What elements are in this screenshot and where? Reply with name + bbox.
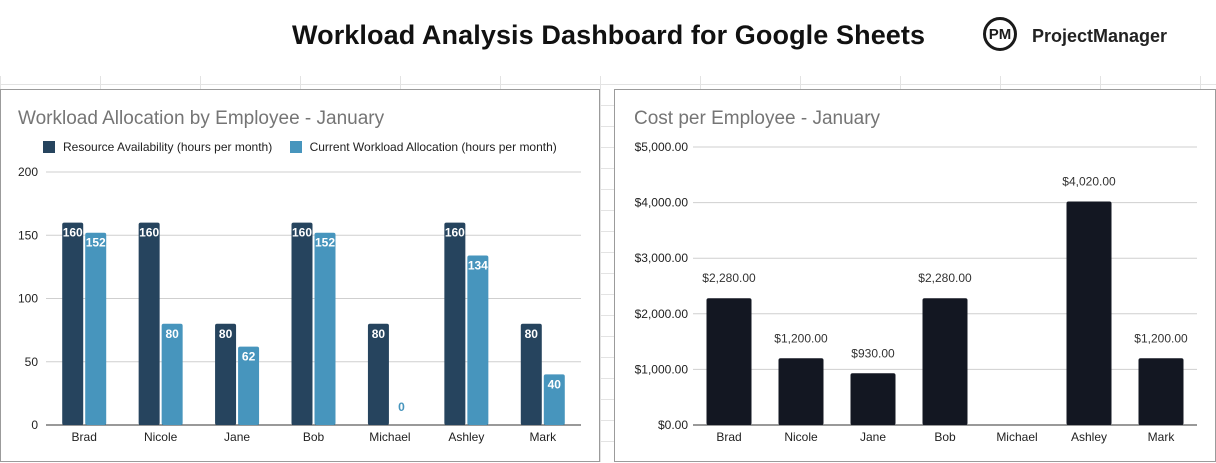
legend-item-allocation: Current Workload Allocation (hours per m…: [289, 140, 557, 154]
data-label: 152: [86, 236, 106, 250]
bar-allocation: [543, 374, 565, 425]
x-tick-label: Jane: [860, 430, 886, 444]
bar-allocation: [161, 323, 183, 425]
data-label: 160: [445, 226, 465, 240]
data-label: $930.00: [851, 346, 895, 360]
data-label: $1,200.00: [1134, 331, 1188, 345]
data-label: 160: [139, 226, 159, 240]
bar-cost: [1138, 358, 1184, 425]
bar-availability: [520, 323, 542, 425]
bar-cost: [1066, 201, 1112, 425]
x-tick-label: Mark: [529, 430, 557, 444]
data-label: 40: [548, 377, 562, 391]
x-tick-label: Ashley: [448, 430, 484, 444]
bar-allocation: [85, 232, 107, 425]
bar-availability: [62, 222, 84, 425]
y-tick-label: 0: [31, 418, 38, 432]
data-label: 152: [315, 236, 335, 250]
bar-allocation: [467, 255, 489, 425]
bar-availability: [138, 222, 160, 425]
cost-chart-plot: $0.00 $1,000.00 $2,000.00 $3,000.00 $4,000.0…: [635, 140, 1197, 444]
legend-item-availability: Resource Availability (hours per month): [43, 140, 272, 154]
x-tick-label: Brad: [716, 430, 741, 444]
x-tick-label: Michael: [996, 430, 1037, 444]
y-tick-label: 150: [18, 228, 38, 242]
x-tick-label: Brad: [72, 430, 97, 444]
bar-cost: [922, 298, 968, 425]
data-label: $2,280.00: [918, 271, 972, 285]
cost-per-employee-chart[interactable]: Cost per Employee - January $0.00 $1,000.…: [614, 89, 1216, 462]
x-tick-label: Jane: [224, 430, 250, 444]
bar-availability: [367, 323, 389, 425]
y-tick-label: $1,000.00: [635, 362, 689, 376]
y-tick-label: $0.00: [658, 418, 688, 432]
data-label: 62: [242, 350, 256, 364]
bar-allocation: [238, 346, 260, 425]
x-tick-label: Bob: [934, 430, 956, 444]
y-tick-label: $4,000.00: [635, 196, 689, 210]
workload-chart-plot: 050100150200Brad160152Nicole16080Jane806…: [18, 165, 581, 444]
y-tick-label: 200: [18, 165, 38, 179]
x-tick-label: Bob: [303, 430, 325, 444]
legend-swatch-allocation: [289, 141, 302, 153]
chart-legend: Resource Availability (hours per month) …: [43, 140, 571, 156]
data-label: $1,200.00: [774, 331, 828, 345]
data-label: 80: [165, 327, 179, 341]
data-label: 80: [525, 327, 539, 341]
x-tick-label: Michael: [369, 430, 410, 444]
legend-label-availability: Resource Availability (hours per month): [63, 140, 273, 154]
x-tick-label: Mark: [1148, 430, 1176, 444]
data-label: $2,280.00: [702, 271, 756, 285]
x-tick-label: Ashley: [1071, 430, 1107, 444]
legend-swatch-availability: [43, 141, 55, 153]
data-label: 160: [63, 226, 83, 240]
y-tick-label: $5,000.00: [635, 140, 689, 154]
y-tick-label: $3,000.00: [635, 251, 689, 265]
bar-cost: [778, 358, 824, 425]
data-label: 80: [372, 327, 386, 341]
bar-availability: [291, 222, 313, 425]
logo-monogram: PM: [988, 25, 1012, 43]
y-tick-label: 50: [25, 355, 39, 369]
page-title: Workload Analysis Dashboard for Google S…: [292, 20, 926, 50]
workload-allocation-chart[interactable]: Workload Allocation by Employee - Januar…: [0, 89, 600, 462]
y-tick-label: 100: [18, 292, 38, 306]
bar-cost: [706, 298, 752, 425]
pm-logo-icon: PM: [983, 17, 1017, 51]
legend-label-allocation: Current Workload Allocation (hours per m…: [309, 140, 557, 154]
dashboard-header: Workload Analysis Dashboard for Google S…: [0, 0, 1216, 76]
bar-availability: [215, 323, 237, 425]
data-label: 134: [468, 258, 488, 272]
data-label: $4,020.00: [1062, 174, 1116, 188]
bar-cost: [850, 373, 896, 425]
logo-wordmark: ProjectManager: [1032, 26, 1168, 46]
data-label: 80: [219, 327, 233, 341]
y-tick-label: $2,000.00: [635, 307, 689, 321]
bar-availability: [444, 222, 466, 425]
chart-title: Cost per Employee - January: [634, 108, 881, 129]
x-tick-label: Nicole: [784, 430, 818, 444]
bar-allocation: [314, 232, 336, 425]
x-tick-label: Nicole: [144, 430, 178, 444]
data-label: 160: [292, 226, 312, 240]
chart-title: Workload Allocation by Employee - Januar…: [18, 108, 385, 129]
data-label: 0: [398, 400, 405, 414]
